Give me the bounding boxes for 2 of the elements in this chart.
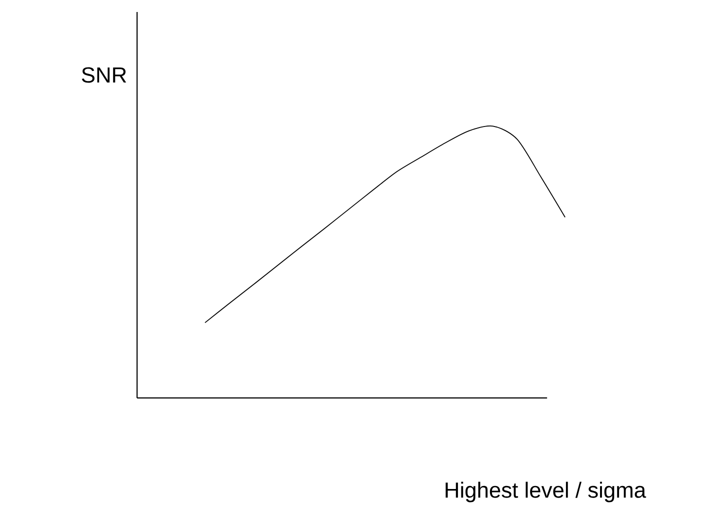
x-axis-title: Highest level / sigma [446,482,646,502]
y-axis-title: SNR [82,67,126,83]
